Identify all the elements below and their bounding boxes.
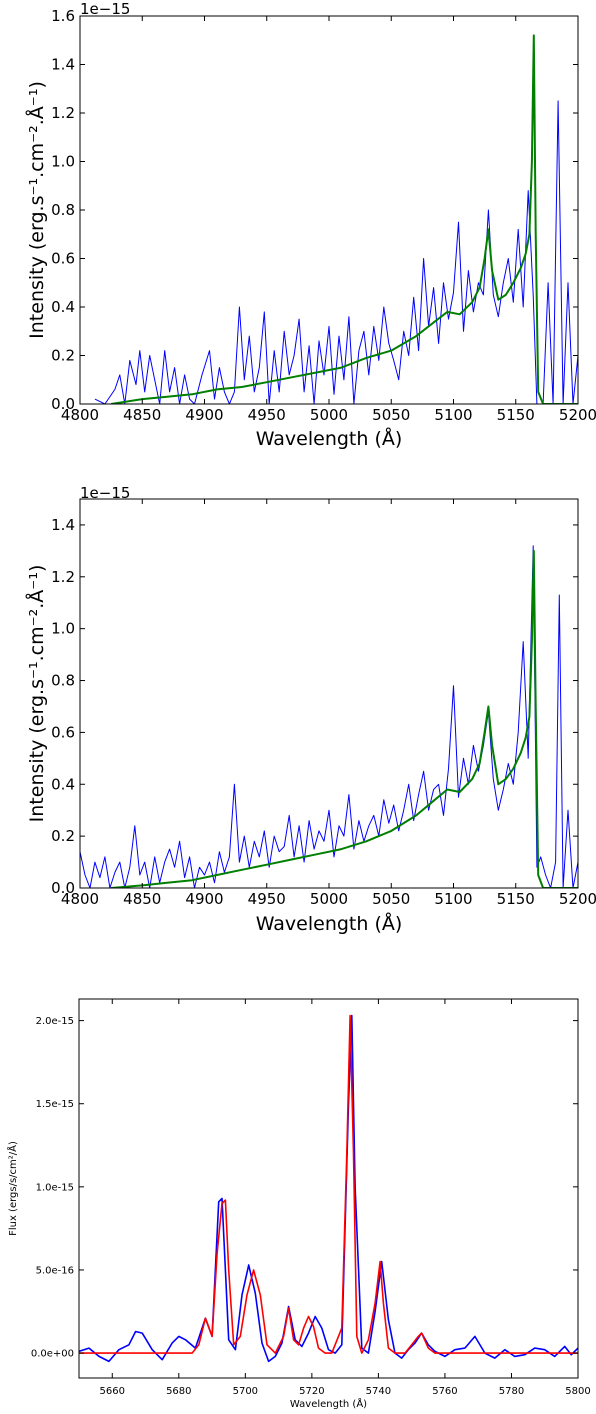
y-tick-label: 0.8	[51, 201, 75, 219]
y-tick-label: 1.4	[51, 516, 75, 534]
x-tick-label: 5780	[499, 1386, 524, 1397]
x-tick-label: 5000	[310, 890, 348, 908]
y-tick-label: 1.2	[51, 568, 75, 586]
y-tick-label: 0.0e+00	[31, 1349, 74, 1360]
x-tick-label: 5200	[559, 890, 596, 908]
x-tick-label: 4900	[185, 890, 223, 908]
y-offset-label: 1e−15	[80, 0, 130, 18]
y-tick-label: 0.0	[51, 395, 75, 413]
series-observed-line	[94, 100, 578, 404]
chart-3: 5660 5680 5700 5720 5740 5760 5780 5800 0.0e+00 5…	[6, 998, 591, 1410]
x-axis-label: Wavelength (Å)	[256, 427, 403, 450]
y-tick-label: 2.0e-15	[36, 1016, 74, 1027]
y-axis-label: Flux (ergs/s/cm²/Å)	[6, 1141, 19, 1236]
x-tick-label: 4800	[61, 890, 99, 908]
y-axis-label: Intensity (erg.s⁻¹.cm⁻².Å⁻¹)	[25, 565, 48, 823]
x-tick-label: 5700	[233, 1386, 258, 1397]
chart-1: 4800 4850 4900 4950 5000 5050 5100 5150 5200 0.0 0…	[25, 0, 596, 450]
x-tick-label: 5150	[497, 890, 535, 908]
x-tick-label: 5100	[434, 890, 472, 908]
x-tick-label: 5000	[310, 406, 348, 424]
y-tick-label: 0.6	[51, 250, 75, 268]
series-model-line	[111, 549, 578, 888]
plot-frame	[78, 998, 579, 1379]
x-tick-label: 4950	[248, 890, 286, 908]
x-tick-label: 5760	[432, 1386, 457, 1397]
x-tick-label: 5100	[434, 406, 472, 424]
y-tick-label: 0.0	[51, 879, 75, 897]
y-tick-label: 1.0	[51, 153, 75, 171]
y-tick-label: 5.0e-16	[36, 1265, 74, 1276]
y-tick-label: 1.4	[51, 56, 75, 74]
y-tick-label: 0.4	[51, 298, 75, 316]
series-observed-line	[79, 1014, 578, 1363]
x-tick-label: 5680	[166, 1386, 191, 1397]
plot-frame	[79, 15, 579, 405]
x-tick-label: 4850	[123, 890, 161, 908]
chart-2: 4800 4850 4900 4950 5000 5050 5100 5150 5200 0.0 0…	[25, 484, 596, 935]
y-axis-label: Intensity (erg.s⁻¹.cm⁻².Å⁻¹)	[25, 81, 48, 339]
y-tick-label: 0.8	[51, 672, 75, 690]
series-observed-line	[80, 545, 578, 888]
y-tick-label: 0.2	[51, 827, 75, 845]
x-axis-label: Wavelength (Å)	[290, 1397, 367, 1410]
series-model-line	[79, 1014, 578, 1354]
y-tick-label: 1.0e-15	[36, 1182, 74, 1193]
y-tick-label: 1.5e-15	[36, 1099, 74, 1110]
x-tick-label: 5150	[497, 406, 535, 424]
y-offset-label: 1e−15	[80, 484, 130, 502]
x-axis-label: Wavelength (Å)	[256, 912, 403, 935]
x-tick-label: 4950	[248, 406, 286, 424]
x-tick-label: 4850	[123, 406, 161, 424]
series-model-line	[110, 34, 578, 404]
x-tick-label: 5660	[100, 1386, 125, 1397]
x-tick-label: 5200	[559, 406, 596, 424]
y-tick-label: 0.2	[51, 347, 75, 365]
plot-frame	[79, 498, 579, 889]
x-tick-label: 5050	[372, 406, 410, 424]
x-tick-label: 5050	[372, 890, 410, 908]
x-tick-label: 5720	[299, 1386, 324, 1397]
x-tick-label: 4900	[185, 406, 223, 424]
y-tick-label: 0.6	[51, 723, 75, 741]
x-tick-label: 5800	[565, 1386, 590, 1397]
x-tick-label: 5740	[366, 1386, 391, 1397]
y-tick-label: 1.6	[51, 7, 75, 25]
y-tick-label: 1.2	[51, 104, 75, 122]
x-tick-label: 4800	[61, 406, 99, 424]
y-tick-label: 1.0	[51, 620, 75, 638]
y-tick-label: 0.4	[51, 775, 75, 793]
